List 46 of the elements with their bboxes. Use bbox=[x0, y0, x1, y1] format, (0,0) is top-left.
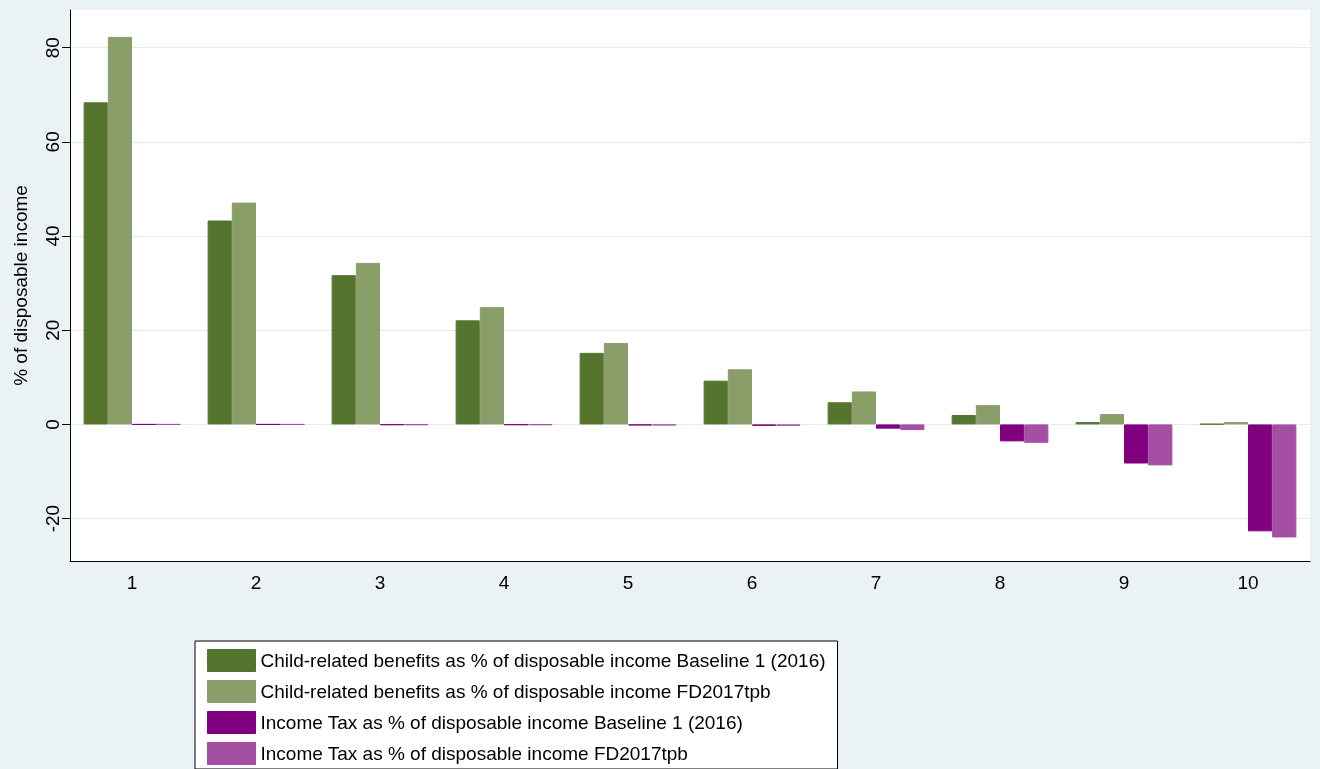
y-tick-label: -20 bbox=[42, 504, 63, 533]
bar bbox=[455, 320, 480, 425]
bar bbox=[231, 202, 256, 425]
y-tick-label: 0 bbox=[42, 419, 63, 430]
y-axis-title: % of disposable income bbox=[10, 185, 31, 386]
x-tick-label: 1 bbox=[126, 572, 138, 593]
bar bbox=[1099, 414, 1124, 425]
bar bbox=[83, 102, 108, 425]
x-tick-label: 7 bbox=[870, 572, 882, 593]
y-tick-label: 60 bbox=[42, 131, 63, 153]
bar bbox=[876, 424, 901, 429]
bar bbox=[975, 405, 1000, 425]
y-tick-label: 40 bbox=[42, 225, 63, 247]
legend-label: Income Tax as % of disposable income Baseline 1 (2016) bbox=[260, 712, 743, 733]
bar bbox=[900, 424, 925, 431]
legend-label: Income Tax as % of disposable income FD2017tpb bbox=[260, 743, 688, 764]
bar bbox=[331, 275, 356, 425]
bar bbox=[1248, 424, 1273, 532]
bar bbox=[207, 220, 232, 425]
x-tick-label: 4 bbox=[498, 572, 510, 593]
y-tick-label: 20 bbox=[42, 319, 63, 341]
bar bbox=[603, 342, 628, 425]
legend-label: Child-related benefits as % of disposable income Baseline 1 (2016) bbox=[260, 650, 826, 671]
y-tick-label: 80 bbox=[42, 37, 63, 59]
bar bbox=[1124, 424, 1149, 464]
x-tick-label: 5 bbox=[622, 572, 634, 593]
x-tick-label: 10 bbox=[1237, 572, 1259, 593]
x-tick-label: 2 bbox=[250, 572, 262, 593]
bar bbox=[1024, 424, 1049, 443]
x-tick-label: 3 bbox=[374, 572, 386, 593]
bar bbox=[827, 402, 852, 425]
bar bbox=[479, 307, 504, 425]
bar bbox=[951, 415, 976, 425]
x-tick-label: 9 bbox=[1118, 572, 1130, 593]
bar bbox=[727, 369, 752, 425]
x-tick-label: 6 bbox=[746, 572, 758, 593]
bar bbox=[107, 36, 132, 425]
bar bbox=[579, 352, 604, 425]
bar bbox=[1148, 424, 1173, 466]
bar bbox=[355, 262, 380, 425]
x-tick-label: 8 bbox=[994, 572, 1006, 593]
bar bbox=[703, 380, 728, 425]
bar bbox=[1000, 424, 1025, 442]
legend-label: Child-related benefits as % of disposable income FD2017tpb bbox=[260, 681, 771, 702]
bar bbox=[1272, 424, 1297, 538]
bar bbox=[851, 391, 876, 425]
